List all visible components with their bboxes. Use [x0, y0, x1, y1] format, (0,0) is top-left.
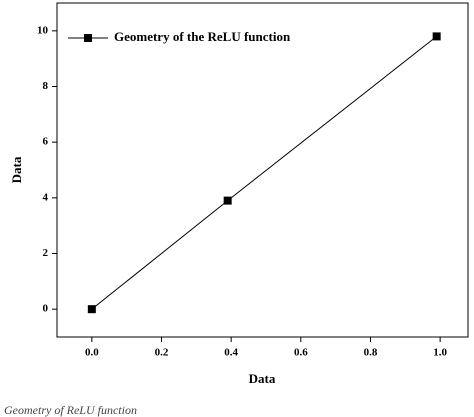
y-tick-label: 8	[43, 80, 49, 92]
x-axis-title: Data	[249, 371, 276, 386]
x-tick-label: 0.2	[155, 347, 169, 359]
x-tick-label: 1.0	[433, 347, 447, 359]
point-marker	[87, 305, 96, 314]
caption: Geometry of ReLU function	[4, 403, 137, 417]
y-tick-label: 4	[43, 191, 49, 203]
y-tick-label: 10	[37, 24, 49, 36]
y-axis-title: Data	[9, 156, 24, 183]
x-tick-label: 0.4	[224, 347, 238, 359]
series-line	[91, 36, 437, 310]
y-tick-label: 0	[43, 303, 49, 315]
y-tick-label: 2	[43, 247, 49, 259]
x-tick-label: 0.0	[85, 347, 99, 359]
plot-frame	[56, 2, 469, 338]
y-tick-label: 6	[43, 136, 49, 148]
x-tick-label: 0.6	[294, 347, 308, 359]
legend-marker	[84, 34, 92, 42]
legend-text: Geometry of the ReLU function	[114, 29, 291, 44]
x-tick-label: 0.8	[364, 347, 378, 359]
point-marker	[432, 32, 441, 41]
point-marker	[223, 196, 232, 205]
